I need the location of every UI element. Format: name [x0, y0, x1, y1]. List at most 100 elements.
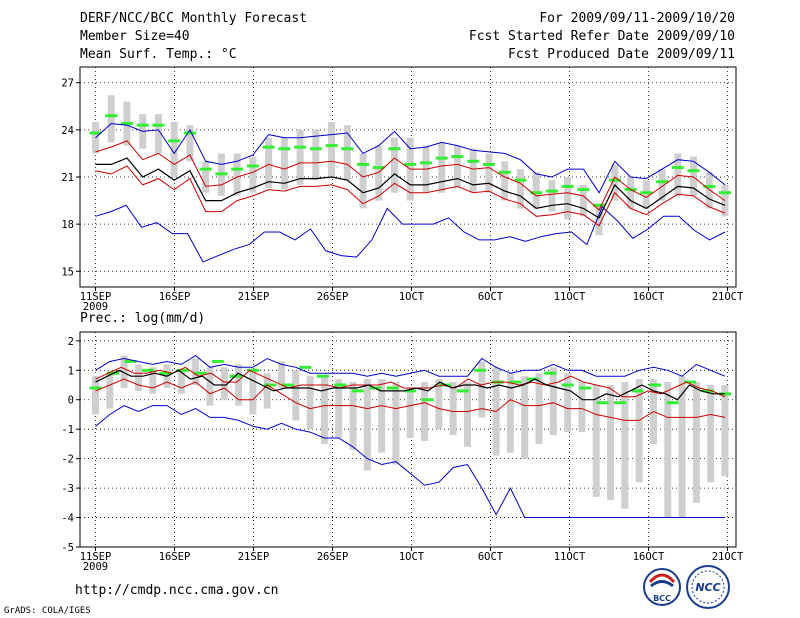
precip-median-mark: [404, 389, 417, 393]
bcc-logo-swoosh-red: [648, 573, 676, 584]
precip-median-mark: [246, 368, 259, 372]
temp-median-mark: [120, 122, 133, 126]
temp-plume-box: [202, 161, 210, 193]
precip-outer-lower-line: [95, 405, 725, 518]
temp-plume-box: [658, 169, 666, 201]
precip-plume-box: [106, 370, 114, 409]
bcc-logo-text: BCC: [653, 594, 671, 603]
precip-median-mark: [526, 377, 539, 381]
precip-plume-box: [277, 361, 285, 388]
precip-median-mark: [334, 383, 347, 387]
temp-plume-box: [516, 169, 524, 209]
precip-median-mark: [684, 380, 697, 384]
precip-median-mark: [89, 386, 102, 390]
temp-median-mark: [246, 164, 259, 168]
temp-plume-box: [674, 153, 682, 196]
temp-ytick-label: 27: [61, 78, 74, 90]
temp-median-mark: [498, 170, 511, 174]
temp-median-mark: [388, 147, 401, 151]
temp-median-mark: [372, 166, 385, 170]
precip-inner-lower-line: [95, 378, 726, 421]
grads-credit: GrADS: COLA/IGES: [4, 606, 91, 616]
temp-inner-upper-line: [95, 140, 726, 211]
precip-plume-box: [378, 379, 386, 453]
temp-median-mark: [482, 162, 495, 166]
bcc-logo: BCC: [643, 568, 681, 606]
precip-median-mark: [666, 401, 679, 405]
temp-plume-box: [328, 122, 336, 177]
temp-plume-box: [611, 164, 619, 201]
temp-median-mark: [278, 147, 291, 151]
temp-xtick-label: 1OCT: [399, 291, 425, 303]
precip-median-mark: [544, 371, 557, 375]
ncc-logo: NCC: [686, 565, 730, 609]
temperature-panel: 27 24 21 18 15 11SEP 16SEP 21SEP 26SEP 1OCT 6OCT 11…: [61, 66, 744, 313]
precip-median-mark: [211, 359, 224, 363]
temp-plume-box: [595, 203, 603, 236]
precip-plume-box: [206, 367, 214, 406]
precip-median-mark: [351, 389, 364, 393]
precip-plume-box: [335, 379, 343, 439]
temp-median-mark: [89, 131, 102, 135]
temp-median-mark: [404, 162, 417, 166]
precip-plume-box: [592, 385, 600, 497]
precip-plume-box: [478, 361, 486, 418]
temp-plume-box: [642, 180, 650, 209]
precip-xtick-label: 21SEP: [238, 551, 270, 563]
precip-median-mark: [579, 386, 592, 390]
temp-median-mark: [640, 191, 653, 195]
temp-xtick-label: 16SEP: [159, 291, 191, 303]
precip-xtick-label: 16SEP: [159, 551, 191, 563]
temp-median-mark: [656, 180, 669, 184]
temp-median-mark: [514, 178, 527, 182]
precip-plume-box: [521, 376, 529, 459]
temp-plume-box: [249, 156, 257, 193]
precip-plume-box: [392, 382, 400, 465]
temp-plume-box: [170, 122, 178, 177]
precip-plume-box: [220, 367, 228, 400]
precip-ytick-label: 0: [68, 395, 74, 407]
temp-plume-box: [233, 153, 241, 196]
temp-plume-box: [501, 161, 509, 201]
precip-year-label: 2009: [83, 561, 108, 573]
precip-median-mark: [194, 371, 207, 375]
temp-plume-box: [359, 153, 367, 209]
precip-plume-box: [635, 379, 643, 483]
precip-plot-frame: [79, 331, 737, 548]
precip-median-mark: [596, 401, 609, 405]
ncc-logo-text: NCC: [695, 581, 720, 594]
temp-median-mark: [561, 184, 574, 188]
precip-median-mark: [281, 383, 294, 387]
temp-median-mark: [215, 172, 228, 176]
precip-plume-box: [177, 370, 185, 394]
temp-xtick-label: 26SEP: [317, 291, 349, 303]
precip-plume-box: [578, 382, 586, 433]
temp-mean-line: [95, 157, 726, 219]
precip-plume-box: [449, 382, 457, 436]
temp-xtick-label: 21OCT: [712, 291, 744, 303]
variable-label: Mean Surf. Temp.: °C: [80, 47, 237, 62]
precip-median-mark: [299, 365, 312, 369]
precip-median-mark: [701, 389, 714, 393]
precip-median-mark: [561, 383, 574, 387]
precip-xtick-label: 11OCT: [554, 551, 586, 563]
precip-ytick-label: 2: [68, 336, 74, 348]
precip-xtick-label: 16OCT: [633, 551, 665, 563]
temp-xtick-label: 6OCT: [478, 291, 504, 303]
precip-median-mark: [421, 398, 434, 402]
temp-xtick-label: 11OCT: [554, 291, 586, 303]
temp-plume-box: [312, 129, 320, 181]
bcc-logo-swoosh-blue: [650, 580, 674, 588]
temp-median-mark: [687, 169, 700, 173]
precip-plume-box: [306, 376, 314, 430]
precip-plume-box: [564, 373, 572, 433]
precip-median-mark: [159, 371, 172, 375]
temp-median-mark: [467, 159, 480, 163]
forecast-produced: Fcst Produced Date 2009/09/11: [508, 47, 735, 62]
precip-plume-box: [406, 387, 414, 439]
source-url[interactable]: http://cmdp.ncc.cma.gov.cn: [75, 583, 279, 598]
precip-median-mark: [474, 368, 487, 372]
temp-outer-lower-line: [95, 204, 726, 263]
temp-median-mark: [545, 189, 558, 193]
temp-plume-box: [485, 153, 493, 193]
